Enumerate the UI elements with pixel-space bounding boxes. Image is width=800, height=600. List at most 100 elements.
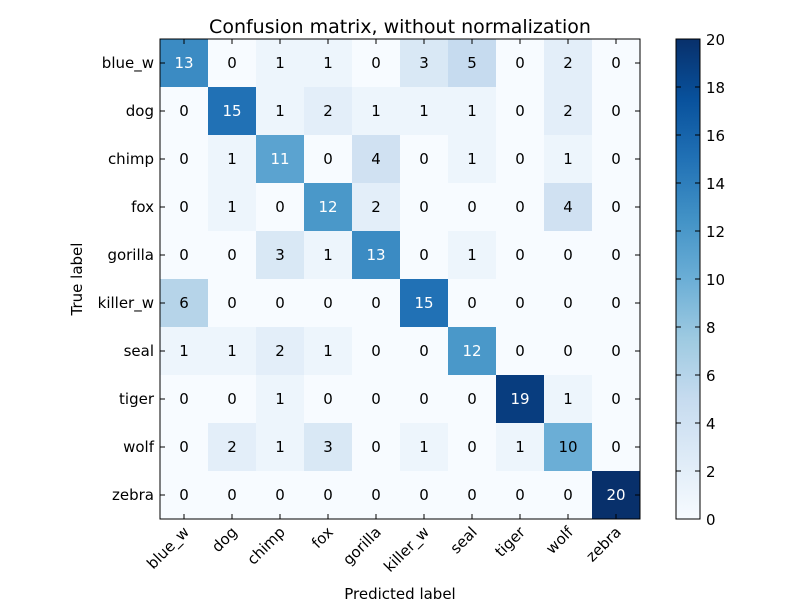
cell-value-label: 0 <box>371 294 381 312</box>
cell-value-label: 1 <box>419 438 429 456</box>
heatmap-cell <box>592 279 641 328</box>
cell-value-label: 0 <box>563 246 573 264</box>
cell-value-label: 0 <box>227 390 237 408</box>
heatmap-cell <box>544 279 593 328</box>
y-tick-label: zebra <box>112 486 154 504</box>
cell-value-label: 0 <box>179 102 189 120</box>
heatmap-cell <box>496 327 545 376</box>
cell-value-label: 3 <box>275 246 285 264</box>
cell-value-label: 2 <box>227 438 237 456</box>
heatmap-cell <box>400 375 449 424</box>
cell-value-label: 0 <box>515 150 525 168</box>
cell-value-label: 12 <box>318 198 337 216</box>
cell-value-label: 0 <box>515 342 525 360</box>
cell-value-label: 2 <box>323 102 333 120</box>
cell-value-label: 0 <box>515 102 525 120</box>
cell-value-label: 1 <box>323 342 333 360</box>
heatmap-cell <box>400 183 449 232</box>
colorbar-tick-label: 6 <box>706 367 716 385</box>
cell-value-label: 13 <box>174 54 193 72</box>
heatmap-cell <box>592 87 641 136</box>
heatmap-cell <box>592 327 641 376</box>
heatmap-cell <box>208 231 257 280</box>
heatmap-cell <box>304 327 353 376</box>
heatmap-cell <box>400 279 449 328</box>
heatmap-cell <box>160 231 209 280</box>
cell-value-label: 0 <box>179 438 189 456</box>
heatmap-cell <box>304 39 353 88</box>
heatmap-cell <box>544 87 593 136</box>
colorbar-tick-label: 18 <box>706 79 725 97</box>
heatmap-cell <box>448 183 497 232</box>
cell-value-label: 13 <box>366 246 385 264</box>
heatmap-cell <box>256 87 305 136</box>
heatmap-cell <box>256 183 305 232</box>
heatmap-cell <box>592 423 641 472</box>
heatmap-cell <box>592 135 641 184</box>
colorbar-tick-label: 4 <box>706 415 716 433</box>
heatmap-cell <box>544 183 593 232</box>
cell-value-label: 20 <box>606 486 625 504</box>
heatmap-cell <box>400 135 449 184</box>
heatmap-cell <box>304 471 353 520</box>
cell-value-label: 1 <box>227 342 237 360</box>
heatmap-cell-labels: 13 0 1 1 0 3 5 0 2 00 15 1 2 1 1 1 0 2 00 1 11 0 4 0 1 0 1 00 1 0 12 2 0… <box>174 54 625 504</box>
heatmap-cell <box>160 39 209 88</box>
cell-value-label: 2 <box>275 342 285 360</box>
cell-value-label: 0 <box>611 246 621 264</box>
cell-value-label: 0 <box>227 294 237 312</box>
heatmap-cell <box>592 39 641 88</box>
heatmap-cell <box>208 327 257 376</box>
heatmap-cell <box>208 183 257 232</box>
heatmap-cell <box>400 39 449 88</box>
heatmap-cell <box>160 87 209 136</box>
cell-value-label: 0 <box>467 198 477 216</box>
cell-value-label: 1 <box>227 150 237 168</box>
y-tick-label: dog <box>126 102 154 120</box>
y-tick-label: fox <box>131 198 154 216</box>
heatmap-cell <box>496 231 545 280</box>
heatmap-cell <box>592 375 641 424</box>
cell-value-label: 1 <box>227 198 237 216</box>
heatmap-cell <box>352 279 401 328</box>
colorbar-tick-label: 16 <box>706 127 725 145</box>
heatmap-cell <box>544 423 593 472</box>
cell-value-label: 0 <box>611 438 621 456</box>
cell-value-label: 2 <box>371 198 381 216</box>
y-tick-label: killer_w <box>98 294 154 313</box>
cell-value-label: 1 <box>275 438 285 456</box>
heatmap-cell <box>544 135 593 184</box>
heatmap-cell <box>544 327 593 376</box>
cell-value-label: 1 <box>467 102 477 120</box>
cell-value-label: 0 <box>179 150 189 168</box>
heatmap-cell <box>208 375 257 424</box>
heatmap-cell <box>160 471 209 520</box>
x-tick-label: dog <box>208 523 241 556</box>
colorbar-ticks: 0 2 4 6 8 10 12 14 16 18 20 <box>676 31 725 529</box>
heatmap-cell <box>304 423 353 472</box>
cell-value-label: 4 <box>563 198 573 216</box>
heatmap-cell <box>400 87 449 136</box>
cell-value-label: 2 <box>563 102 573 120</box>
cell-value-label: 0 <box>419 246 429 264</box>
heatmap-cell <box>208 279 257 328</box>
cell-value-label: 1 <box>563 390 573 408</box>
cell-value-label: 0 <box>227 486 237 504</box>
heatmap-cell <box>256 327 305 376</box>
cell-value-label: 0 <box>179 198 189 216</box>
cell-value-label: 0 <box>371 438 381 456</box>
heatmap-cell <box>256 231 305 280</box>
heatmap-cell <box>256 471 305 520</box>
cell-value-label: 5 <box>467 54 477 72</box>
heatmap-cell <box>256 423 305 472</box>
cell-value-label: 0 <box>611 294 621 312</box>
heatmap-cell <box>208 39 257 88</box>
heatmap-cell <box>208 135 257 184</box>
x-tick-label: zebra <box>582 523 624 565</box>
x-tick-label: seal <box>447 523 481 557</box>
cell-value-label: 0 <box>275 294 285 312</box>
cell-value-label: 1 <box>563 150 573 168</box>
heatmap-cell <box>304 183 353 232</box>
cell-value-label: 0 <box>179 390 189 408</box>
